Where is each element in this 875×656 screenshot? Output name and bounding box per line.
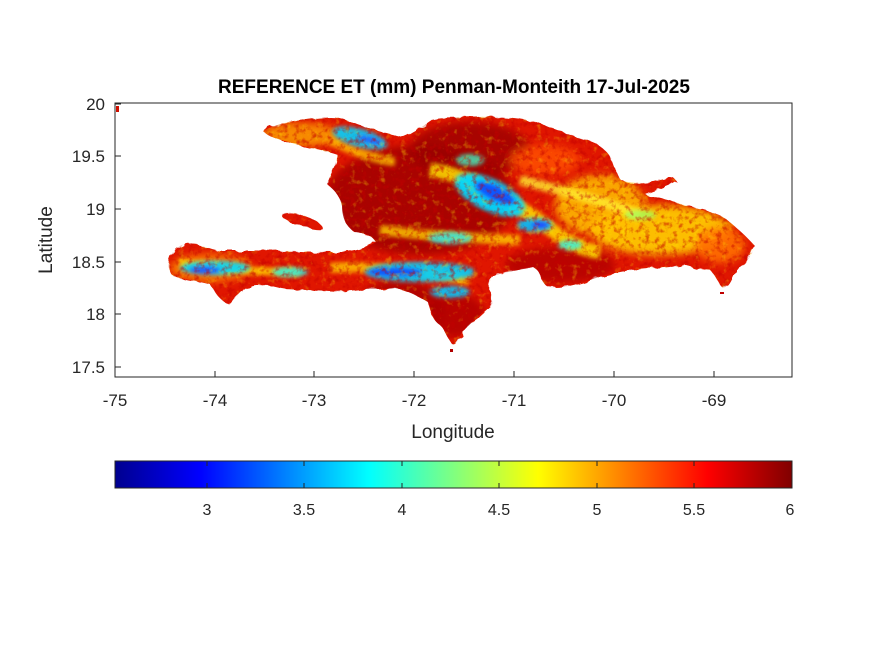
x-tick-label: -71	[502, 391, 527, 410]
y-axis: 20 19.5 19 18.5 18 17.5 Latitude	[36, 95, 121, 377]
y-tick-label: 19	[86, 200, 105, 219]
y-tick-label: 19.5	[72, 147, 105, 166]
y-axis-label: Latitude	[36, 206, 57, 274]
colorbar-tick-label: 3	[203, 502, 212, 519]
colorbar-tick-label: 5	[593, 502, 602, 519]
colorbar: 3 3.5 4 4.5 5 5.5 6	[114, 460, 795, 519]
colorbar-gradient	[114, 460, 793, 489]
x-tick-label: -75	[103, 391, 128, 410]
x-tick-label: -72	[402, 391, 427, 410]
colorbar-tick-label: 4.5	[488, 502, 510, 519]
colorbar-tick-label: 6	[786, 502, 795, 519]
colorbar-tick-label: 5.5	[683, 502, 705, 519]
y-tick-label: 18.5	[72, 253, 105, 272]
x-axis-label: Longitude	[411, 422, 494, 443]
x-tick-label: -70	[602, 391, 627, 410]
map-title: REFERENCE ET (mm) Penman-Monteith 17-Jul…	[218, 77, 690, 98]
y-tick-label: 18	[86, 305, 105, 324]
x-tick-label: -69	[702, 391, 727, 410]
colorbar-tick-label: 4	[398, 502, 407, 519]
x-tick-label: -74	[203, 391, 228, 410]
x-tick-label: -73	[302, 391, 327, 410]
y-tick-label: 20	[86, 95, 105, 114]
y-tick-label: 17.5	[72, 358, 105, 377]
colorbar-tick-label: 3.5	[293, 502, 315, 519]
x-axis: -75 -74 -73 -72 -71 -70 -69 Longitude	[103, 371, 727, 443]
